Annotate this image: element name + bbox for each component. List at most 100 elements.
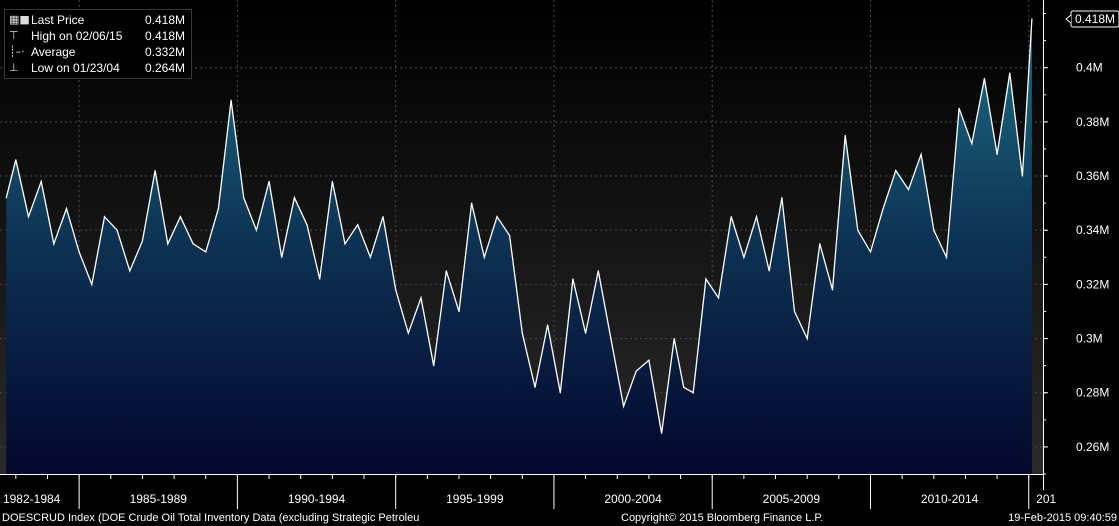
data-point — [755, 216, 758, 218]
y-axis: 0.26M 0.28M 0.3M 0.32M 0.34M 0.36M 0.38M 0.4M — [1043, 0, 1109, 490]
data-point — [660, 432, 663, 434]
footer: DOESCRUD Index (DOE Crude Oil Total Inve… — [0, 510, 1119, 526]
average-marker-icon: ┊–· — [9, 45, 25, 58]
data-point — [572, 278, 574, 280]
data-point — [1031, 18, 1033, 20]
legend-value: 0.264M — [144, 61, 185, 75]
data-point — [781, 197, 783, 199]
data-point — [167, 243, 169, 245]
data-point — [319, 278, 321, 280]
x-tick-label: 2005-2009 — [763, 492, 821, 506]
data-point — [920, 153, 922, 155]
data-point — [306, 224, 308, 226]
data-point — [27, 216, 30, 218]
data-point — [610, 337, 612, 340]
legend-row-low: ⊥ Low on 01/23/04 0.264M — [9, 60, 185, 76]
data-point — [65, 207, 68, 210]
y-tick-label: 0.4M — [1076, 61, 1103, 75]
y-tick-label: 0.32M — [1076, 277, 1109, 291]
data-point — [5, 197, 7, 199]
legend-value: 0.418M — [144, 13, 185, 27]
data-point — [369, 256, 371, 258]
data-point — [15, 159, 17, 161]
data-point — [433, 365, 435, 367]
data-point — [730, 216, 732, 218]
data-point — [293, 197, 295, 199]
data-point — [357, 224, 359, 226]
data-point — [648, 359, 650, 361]
data-point — [983, 77, 986, 80]
data-point — [420, 297, 422, 299]
low-marker-icon: ⊥ — [9, 61, 19, 74]
data-point — [395, 289, 397, 291]
data-point — [129, 270, 131, 272]
ticker-description: DOESCRUD Index (DOE Crude Oil Total Inve… — [2, 512, 420, 524]
data-point — [534, 386, 536, 388]
series-area — [6, 19, 1032, 474]
x-axis: 1982-1984 1985-1989 1990-1994 1995-1999 2000… — [0, 474, 1056, 509]
data-point — [116, 229, 118, 231]
x-tick-label: 2000-2004 — [604, 492, 662, 506]
x-tick-label: 1990-1994 — [288, 492, 346, 506]
data-point — [496, 216, 498, 218]
x-tick-label: 1982-1984 — [3, 492, 61, 506]
data-point — [53, 243, 55, 245]
legend-value: 0.332M — [144, 45, 185, 59]
data-point — [230, 99, 232, 101]
y-tick-label: 0.38M — [1076, 115, 1109, 129]
legend-row-high: ⊤ High on 02/06/15 0.418M — [9, 28, 185, 44]
data-point — [471, 202, 473, 204]
data-point — [547, 324, 549, 326]
data-point — [179, 216, 182, 218]
data-point — [819, 243, 821, 245]
data-point — [91, 283, 93, 285]
data-point — [205, 251, 207, 253]
data-point — [717, 297, 720, 299]
legend-label: Low on 01/23/04 — [31, 61, 120, 75]
data-point — [895, 170, 897, 172]
y-tick-label: 0.3M — [1076, 332, 1103, 346]
legend-label: High on 02/06/15 — [31, 29, 123, 43]
data-point — [768, 270, 770, 272]
data-point — [907, 189, 910, 191]
data-point — [521, 332, 523, 334]
data-point — [743, 256, 745, 258]
data-point — [483, 256, 485, 258]
data-point — [844, 134, 846, 137]
data-point — [559, 392, 561, 394]
data-point — [344, 243, 346, 245]
data-point — [869, 251, 872, 253]
y-tick-label: 0.34M — [1076, 223, 1109, 237]
data-point — [793, 310, 796, 313]
last-value-pointer — [1065, 14, 1072, 24]
data-point — [635, 370, 637, 372]
data-point — [705, 278, 707, 280]
data-point — [154, 170, 156, 172]
copyright: Copyright© 2015 Bloomberg Finance L.P. — [621, 512, 824, 524]
square-icon: ▦■ — [9, 13, 30, 26]
data-point — [445, 270, 447, 272]
data-point — [141, 240, 144, 242]
legend-label: Average — [31, 45, 76, 59]
data-point — [407, 332, 409, 334]
legend-label: Last Price — [31, 13, 85, 27]
data-point — [281, 256, 283, 258]
data-point — [933, 229, 935, 231]
data-point — [78, 251, 80, 253]
legend-row-last-price: ▦■ Last Price 0.418M — [9, 12, 185, 28]
data-point — [945, 256, 948, 258]
data-point — [509, 235, 511, 237]
data-point — [268, 180, 270, 183]
data-point — [331, 180, 333, 183]
data-point — [1009, 72, 1011, 74]
data-point — [243, 197, 245, 199]
x-tick-label: 2010-2014 — [921, 492, 979, 506]
data-point — [597, 270, 599, 272]
data-point — [882, 207, 884, 210]
data-points — [5, 18, 1033, 434]
data-point — [584, 332, 587, 334]
data-point — [255, 229, 257, 231]
x-tick-label: 1985-1989 — [130, 492, 188, 506]
data-point — [192, 243, 194, 245]
